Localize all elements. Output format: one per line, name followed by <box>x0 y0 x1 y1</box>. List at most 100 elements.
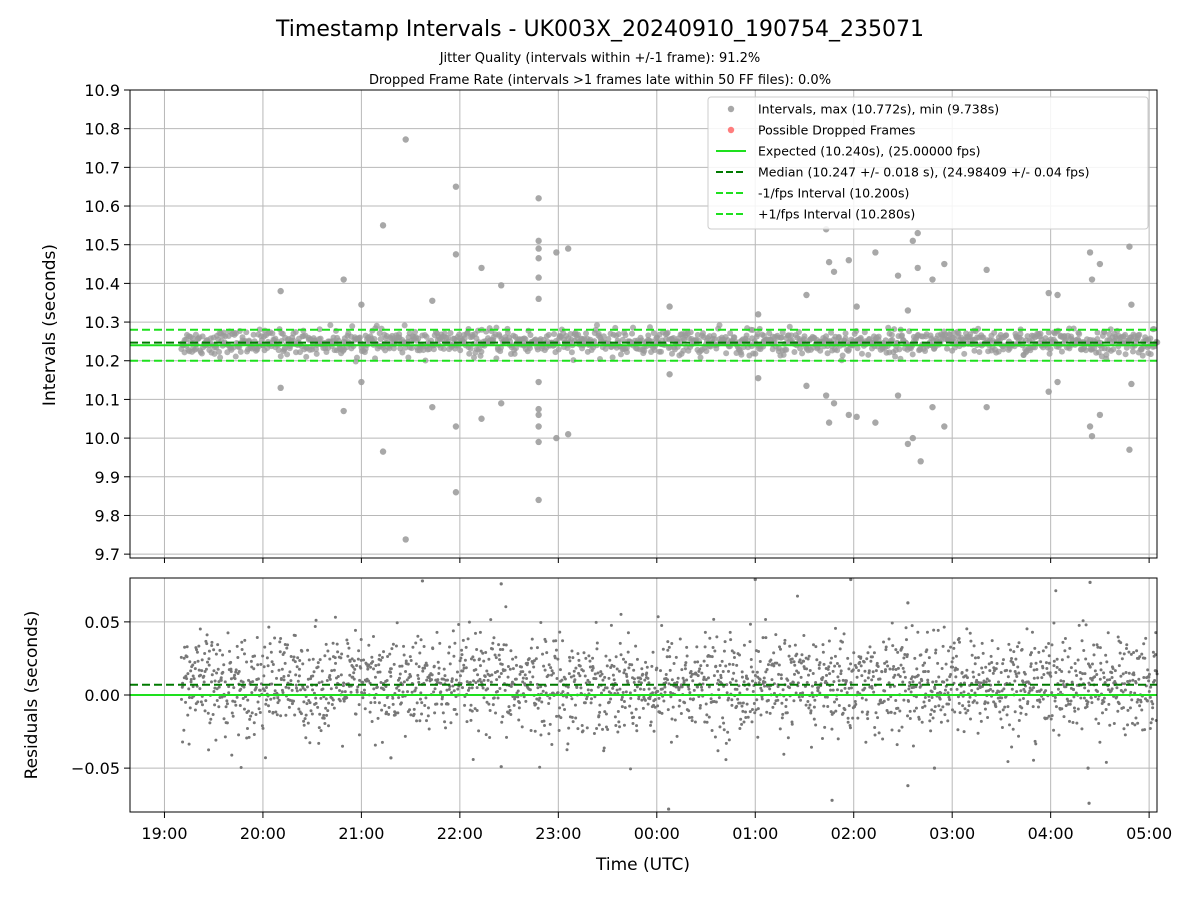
residual-point <box>1147 675 1151 679</box>
residual-point <box>234 668 238 672</box>
residual-point <box>200 703 204 707</box>
residual-point <box>349 690 353 694</box>
residual-point <box>1011 660 1015 664</box>
top-y-tick-label: 10.8 <box>84 120 120 139</box>
interval-point <box>694 331 701 338</box>
residual-point <box>768 687 772 691</box>
residual-point <box>923 661 927 665</box>
residual-point <box>422 644 426 648</box>
residual-point <box>506 675 510 679</box>
residual-point <box>921 663 925 667</box>
residual-point <box>947 702 951 706</box>
residual-point <box>1046 671 1050 675</box>
residual-point <box>1037 650 1041 654</box>
residual-point <box>250 711 254 715</box>
residual-point <box>813 698 817 702</box>
interval-point <box>961 350 968 357</box>
residual-point <box>581 729 585 733</box>
interval-point <box>797 345 804 352</box>
residual-point <box>991 689 995 693</box>
residual-point <box>1142 642 1146 646</box>
residual-point <box>1067 719 1071 723</box>
residual-point <box>581 669 585 673</box>
residual-point <box>179 697 183 701</box>
residual-point <box>319 696 323 700</box>
residual-point <box>213 686 217 690</box>
residual-point <box>186 713 190 717</box>
top-y-tick-label: 9.9 <box>95 468 120 487</box>
residual-point <box>439 681 443 685</box>
residual-point <box>815 658 819 662</box>
residual-outlier-point <box>849 577 853 582</box>
residual-point <box>508 708 512 712</box>
residual-point <box>875 661 879 665</box>
interval-outlier-point <box>1128 301 1135 308</box>
residual-point <box>592 732 596 736</box>
residual-point <box>572 669 576 673</box>
residual-point <box>561 690 565 694</box>
residual-point <box>741 701 745 705</box>
residual-point <box>814 723 818 727</box>
residual-point <box>231 714 235 718</box>
residual-point <box>648 697 652 701</box>
residual-point <box>880 670 884 674</box>
residual-point <box>288 670 292 674</box>
residual-point <box>765 710 769 714</box>
residual-point <box>276 696 280 700</box>
interval-point <box>664 329 671 336</box>
interval-point <box>551 331 558 338</box>
residual-point <box>333 656 337 660</box>
residual-point <box>603 675 607 679</box>
residual-point <box>263 756 267 760</box>
residual-point <box>317 681 321 685</box>
residual-point <box>1006 760 1010 764</box>
residual-point <box>576 727 580 731</box>
residual-point <box>449 721 453 725</box>
residual-point <box>387 706 391 710</box>
residual-point <box>596 685 600 689</box>
residual-point <box>498 687 502 691</box>
residual-outlier-point <box>830 798 834 802</box>
residual-point <box>461 638 465 642</box>
residual-point <box>247 709 251 713</box>
residual-point <box>341 744 345 748</box>
residual-point <box>966 708 970 712</box>
residual-point <box>584 681 588 685</box>
residual-point <box>299 712 303 716</box>
residual-point <box>409 659 413 663</box>
residual-point <box>478 630 482 634</box>
residual-point <box>932 709 936 713</box>
interval-point <box>788 332 795 339</box>
residual-point <box>187 687 191 691</box>
residual-point <box>854 665 858 669</box>
residual-point <box>712 674 716 678</box>
residual-point <box>558 630 562 634</box>
residual-point <box>846 716 850 720</box>
residual-point <box>725 683 729 687</box>
residual-point <box>399 701 403 705</box>
residual-point <box>984 680 988 684</box>
top-y-tick-label: 10.7 <box>84 158 120 177</box>
interval-point <box>1110 346 1117 353</box>
residual-point <box>665 655 669 659</box>
residual-point <box>550 673 554 677</box>
residual-point <box>555 714 559 718</box>
residual-point <box>599 691 603 695</box>
residual-point <box>1064 704 1068 708</box>
interval-outlier-point <box>429 297 436 304</box>
residual-point <box>290 688 294 692</box>
residual-point <box>943 713 947 717</box>
residual-point <box>998 710 1002 714</box>
residual-point <box>836 675 840 679</box>
residual-point <box>496 690 500 694</box>
residual-point <box>859 664 863 668</box>
residual-point <box>737 684 741 688</box>
residual-point <box>212 648 216 652</box>
residual-point <box>232 686 236 690</box>
residual-point <box>822 704 826 708</box>
interval-point <box>697 354 704 361</box>
residual-point <box>602 749 606 753</box>
residual-point <box>781 712 785 716</box>
residual-point <box>305 685 309 689</box>
interval-point <box>512 345 519 352</box>
